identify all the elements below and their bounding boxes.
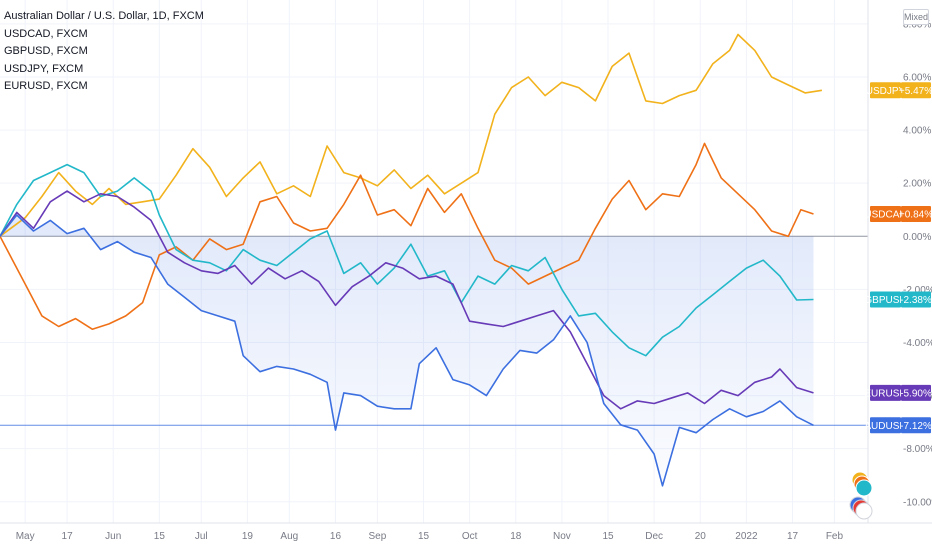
y-tick-label: 2.00% (903, 179, 931, 190)
legend-item-eurusd[interactable]: EURUSD, FXCM (4, 80, 88, 92)
x-tick-label: 15 (418, 531, 430, 542)
x-tick-label: 17 (62, 531, 74, 542)
tag-value-text: -7.12% (900, 421, 932, 432)
x-tick-label: 20 (695, 531, 707, 542)
y-tick-label: -4.00% (903, 338, 932, 349)
currency-flags-icon (851, 471, 873, 497)
x-tick-label: Dec (645, 531, 663, 542)
tag-value-usdjpy (901, 82, 931, 99)
audusd-area (0, 215, 814, 486)
tag-name-text: USDJPY (866, 86, 906, 97)
legend-item-usdjpy[interactable]: USDJPY, FXCM (4, 62, 84, 75)
x-tick-label: Sep (368, 531, 386, 542)
tag-value-audusd (901, 417, 931, 434)
x-tick-label: 18 (510, 531, 522, 542)
series-line-audusd (0, 214, 814, 487)
tag-value-usdcad (901, 205, 931, 222)
x-tick-label: Aug (280, 531, 298, 542)
us-flag-icon (849, 496, 873, 520)
tag-value-text: +0.84% (899, 209, 932, 220)
chart-legend: Australian Dollar / U.S. Dollar, 1D, FXC… (4, 8, 204, 96)
x-tick-label: 15 (602, 531, 614, 542)
x-tick-label: Oct (462, 531, 478, 542)
y-tick-label: -2.00% (903, 285, 932, 296)
x-tick-label: 2022 (735, 531, 758, 542)
legend-item-usdcad[interactable]: USDCAD, FXCM (4, 27, 88, 40)
series-line-gbpusd (0, 163, 814, 357)
tag-value-text: -5.90% (900, 388, 932, 399)
tag-name-eurusd (870, 384, 901, 401)
legend-item-gbpusd[interactable]: GBPUSD, FXCM (4, 45, 88, 57)
tag-name-text: USDCAD (864, 209, 906, 220)
scale-mode-button[interactable]: Mixed (903, 9, 929, 25)
x-tick-label: Feb (826, 531, 844, 542)
tag-value-gbpusd (901, 291, 931, 308)
legend-title: Australian Dollar / U.S. Dollar, 1D, FXC… (4, 10, 204, 22)
tag-name-audusd (870, 417, 901, 434)
x-tick-label: 16 (330, 531, 342, 542)
tag-name-text: AUDUSD (864, 421, 906, 432)
x-tick-label: Jun (105, 531, 121, 542)
y-tick-label: -8.00% (903, 444, 932, 455)
y-tick-label: -10.00% (903, 497, 932, 508)
tag-value-text: +5.47% (899, 86, 932, 97)
series-line-eurusd (0, 190, 814, 410)
x-tick-label: 19 (242, 531, 254, 542)
tag-name-text: EURUSD (864, 388, 906, 399)
y-tick-label: 6.00% (903, 72, 931, 83)
x-tick-label: 15 (154, 531, 166, 542)
tag-value-eurusd (901, 384, 931, 401)
x-tick-label: 17 (787, 531, 799, 542)
tag-name-usdcad (870, 205, 901, 222)
x-tick-label: May (16, 531, 35, 542)
y-tick-label: 4.00% (903, 126, 931, 137)
tag-value-text: -2.38% (900, 295, 932, 306)
series-line-usdjpy (0, 33, 823, 237)
series-line-usdcad (0, 142, 814, 330)
tag-name-usdjpy (870, 82, 901, 99)
x-tick-label: Jul (195, 531, 208, 542)
tag-name-gbpusd (870, 291, 901, 308)
y-tick-label: 0.00% (903, 232, 931, 243)
x-tick-label: Nov (553, 531, 571, 542)
tag-name-text: GBPUSD (864, 295, 906, 306)
